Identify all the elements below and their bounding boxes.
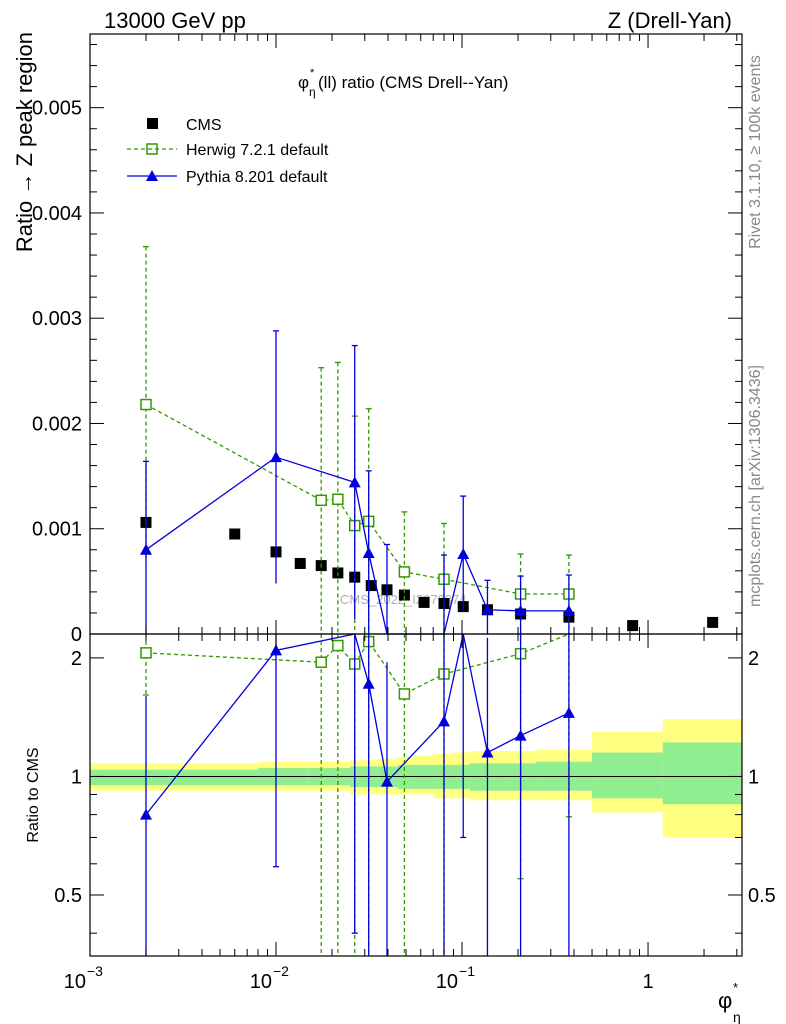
header-left: 13000 GeV pp — [104, 8, 246, 33]
x-tick-exponent: −3 — [87, 963, 103, 979]
legend-marker-herwig — [146, 143, 158, 155]
data-point-herwig — [398, 566, 411, 578]
plot-title: φ * η (ll) ratio (CMS Drell--Yan) — [298, 67, 508, 99]
data-point-pythia — [362, 546, 375, 558]
data-point-pythia — [562, 604, 575, 616]
y-tick-label: 0.005 — [32, 98, 82, 120]
ratio-point-herwig — [315, 656, 327, 668]
ratio-tick-label-left: 2 — [71, 648, 82, 670]
x-tick-exponent: −1 — [459, 963, 475, 979]
y-tick-label: 0.003 — [32, 308, 82, 330]
data-point-pythia — [270, 451, 283, 463]
x-tick-label: 1 — [642, 971, 653, 993]
ratio-series-pythia — [139, 633, 575, 956]
data-point-pythia — [481, 603, 494, 615]
ratio-point-pythia — [437, 715, 450, 727]
x-tick-label: 10 −1 — [436, 963, 475, 993]
axes — [89, 33, 743, 957]
ratio-point-pythia — [380, 775, 393, 787]
x-tick-label: 10 −3 — [64, 963, 103, 993]
legend-label-cms: CMS — [186, 117, 222, 134]
y-axis-label: Ratio → Z peak region — [12, 32, 37, 252]
ratio-line-pythia — [145, 633, 570, 816]
ratio-tick-label-right: 0.5 — [748, 885, 776, 907]
x-tick-exponent: −2 — [273, 963, 289, 979]
xlabel-phi: φ — [718, 988, 732, 1013]
data-point-cms — [398, 589, 410, 601]
series-pythia — [139, 330, 575, 635]
data-point-cms — [707, 616, 719, 628]
ratio-point-pythia — [270, 644, 283, 656]
data-point-herwig — [332, 493, 344, 506]
ratio-data-layer — [139, 633, 575, 956]
legend-marker-cms — [147, 118, 158, 129]
legend: CMS Herwig 7.2.1 default Pythia 8.201 de… — [127, 117, 329, 186]
legend-label-pythia: Pythia 8.201 default — [186, 169, 328, 186]
y-tick-label: 0.001 — [32, 519, 82, 541]
title-rest: (ll) ratio (CMS Drell--Yan) — [318, 73, 508, 92]
ratio-point-pythia — [562, 706, 575, 718]
ratio-bands — [90, 718, 742, 838]
ratio-tick-label-right: 1 — [748, 766, 759, 788]
data-point-pythia — [348, 476, 361, 488]
title-eta: η — [309, 85, 316, 99]
title-phi: φ — [298, 73, 309, 92]
data-point-herwig — [140, 398, 152, 411]
x-tick-base: 10 — [436, 971, 458, 993]
ratio-point-pythia — [362, 677, 375, 689]
y-tick-label: 0 — [71, 624, 82, 646]
rivet-label: Rivet 3.1.10, ≥ 100k events — [747, 55, 764, 249]
band-green-segment — [592, 752, 663, 799]
ratio-point-pythia — [514, 729, 527, 741]
data-point-cms — [418, 596, 430, 608]
series-cms — [140, 516, 719, 632]
xlabel-eta: η — [733, 1009, 741, 1024]
ratio-tick-label-left: 1 — [71, 766, 82, 788]
ratio-point-pythia — [139, 808, 152, 820]
ratio-point-pythia — [481, 746, 494, 758]
data-point-pythia — [457, 548, 470, 559]
data-point-cms — [365, 580, 377, 592]
y-tick-label: 0.002 — [32, 413, 82, 435]
ratio-tick-label-right: 2 — [748, 648, 759, 670]
data-point-pythia — [139, 543, 152, 555]
legend-entry-herwig: Herwig 7.2.1 default — [127, 142, 329, 159]
data-point-pythia — [514, 604, 527, 616]
ratio-y-axis-label: Ratio to CMS — [25, 747, 42, 842]
data-layer — [139, 245, 719, 635]
x-tick-base: 10 — [250, 971, 272, 993]
legend-entry-cms: CMS — [147, 117, 222, 134]
legend-marker-pythia — [146, 170, 158, 181]
xlabel-star: * — [733, 980, 738, 995]
x-tick-base: 1 — [642, 971, 653, 993]
ratio-point-herwig — [398, 688, 411, 700]
data-point-cms — [294, 557, 306, 569]
band-green-segment — [201, 769, 258, 786]
ratio-tick-label-left: 0.5 — [54, 885, 82, 907]
legend-entry-pythia: Pythia 8.201 default — [127, 169, 328, 186]
data-point-cms — [229, 528, 241, 540]
title-star: * — [310, 67, 315, 79]
mcplots-label: mcplots.cern.ch [arXiv:1306.3436] — [747, 365, 764, 607]
data-point-cms — [627, 620, 639, 632]
ratio-point-herwig — [332, 639, 344, 652]
x-tick-base: 10 — [64, 971, 86, 993]
band-green-segment — [662, 742, 742, 805]
ratio-plot-frame — [89, 633, 743, 957]
x-tick-label: 10 −2 — [250, 963, 289, 993]
x-axis-label: φ * η — [718, 980, 741, 1024]
ratio-point-herwig — [140, 647, 152, 659]
header-right: Z (Drell-Yan) — [608, 8, 732, 33]
legend-label-herwig: Herwig 7.2.1 default — [186, 142, 329, 159]
y-tick-label: 0.004 — [32, 203, 82, 225]
data-point-herwig — [315, 494, 327, 507]
